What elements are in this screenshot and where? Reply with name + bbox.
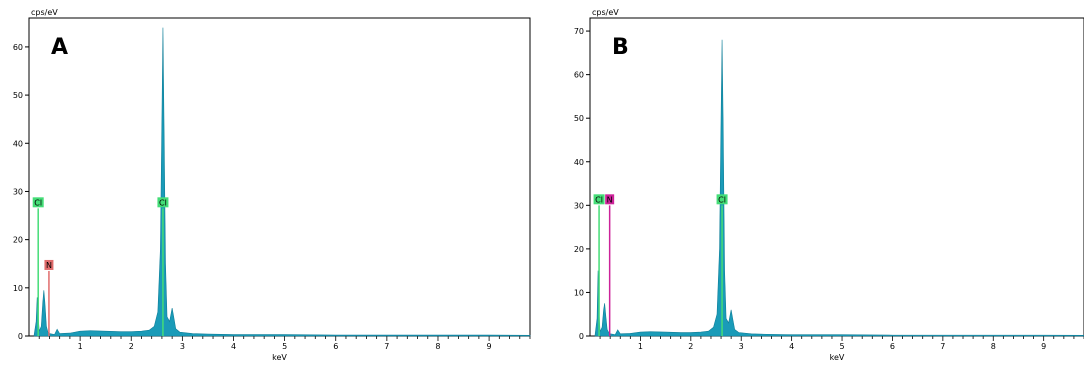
x-tick-label: 9 bbox=[487, 342, 492, 351]
y-axis-label: cps/eV bbox=[31, 8, 58, 17]
element-tag-cl bbox=[716, 194, 728, 205]
spectrum-panel-B: cps/eV 0 10 20 30 40 50 60 70 1 2 3 4 5 6 7 8 9 keV Cl N Cl B bbox=[574, 8, 1084, 362]
y-tick-label: 60 bbox=[574, 71, 584, 80]
y-axis-label: cps/eV bbox=[592, 8, 619, 17]
x-tick-label: 4 bbox=[789, 342, 794, 351]
y-tick-label: 30 bbox=[13, 187, 23, 196]
y-tick-label: 10 bbox=[574, 288, 584, 297]
x-tick-label: 5 bbox=[282, 342, 287, 351]
x-tick-label: 8 bbox=[991, 342, 996, 351]
spectrum-area bbox=[594, 39, 1084, 337]
element-tag-n bbox=[44, 259, 54, 270]
y-tick-label: 10 bbox=[13, 284, 23, 293]
element-tag-n bbox=[605, 194, 615, 205]
element-tag-cl bbox=[32, 197, 44, 208]
y-tick-label: 70 bbox=[574, 27, 584, 36]
x-tick-label: 5 bbox=[839, 342, 844, 351]
x-tick-label: 2 bbox=[129, 342, 134, 351]
panel-letter: A bbox=[51, 35, 68, 60]
element-label: N bbox=[607, 195, 613, 204]
x-tick-label: 6 bbox=[890, 342, 895, 351]
panel-letter: B bbox=[612, 35, 629, 60]
x-tick-label: 4 bbox=[231, 342, 236, 351]
x-axis-label: keV bbox=[272, 353, 287, 362]
y-tick-label: 50 bbox=[574, 114, 584, 123]
y-tick-label: 0 bbox=[18, 332, 23, 341]
spectrum-panel-A: cps/eV 0 10 20 30 40 50 60 1 2 3 4 5 6 7 8 9 keV Cl N Cl A bbox=[13, 8, 531, 362]
y-tick-label: 60 bbox=[13, 43, 23, 52]
y-tick-label: 40 bbox=[13, 139, 23, 148]
element-label: Cl bbox=[595, 195, 603, 204]
y-tick-label: 20 bbox=[13, 236, 23, 245]
plot-frame bbox=[589, 17, 1084, 337]
plot-frame bbox=[28, 17, 531, 337]
x-tick-label: 9 bbox=[1041, 342, 1046, 351]
element-label: Cl bbox=[159, 198, 167, 207]
y-tick-label: 50 bbox=[13, 91, 23, 100]
x-tick-label: 3 bbox=[180, 342, 185, 351]
x-tick-label: 8 bbox=[435, 342, 440, 351]
element-label: N bbox=[46, 261, 52, 270]
element-label: Cl bbox=[718, 195, 726, 204]
x-tick-label: 7 bbox=[384, 342, 389, 351]
element-label: Cl bbox=[34, 198, 42, 207]
spectrum-area bbox=[33, 27, 531, 337]
x-tick-label: 3 bbox=[739, 342, 744, 351]
element-tag-cl bbox=[593, 194, 605, 205]
y-tick-label: 40 bbox=[574, 158, 584, 167]
y-tick-label: 20 bbox=[574, 245, 584, 254]
x-axis-label: keV bbox=[830, 353, 845, 362]
x-tick-label: 1 bbox=[638, 342, 643, 351]
element-tag-cl bbox=[157, 197, 169, 208]
x-tick-label: 6 bbox=[333, 342, 338, 351]
y-tick-label: 0 bbox=[579, 332, 584, 341]
x-tick-label: 7 bbox=[940, 342, 945, 351]
x-tick-label: 2 bbox=[688, 342, 693, 351]
y-tick-label: 30 bbox=[574, 201, 584, 210]
x-tick-label: 1 bbox=[78, 342, 83, 351]
